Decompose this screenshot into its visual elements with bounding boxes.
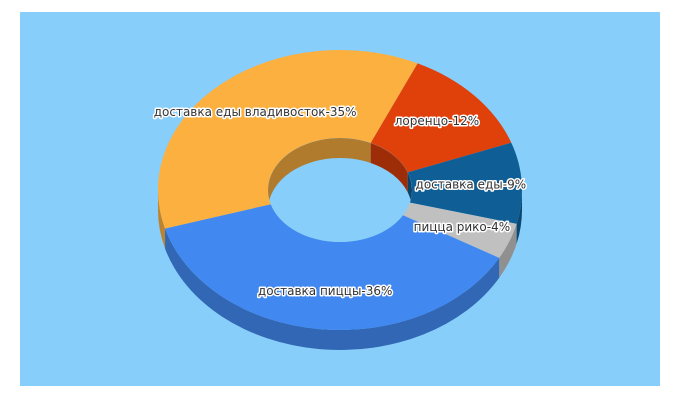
slice-label: пицца рико-4% [414, 220, 511, 234]
slice-label: доставка пиццы-36% [258, 284, 393, 298]
slice-inner-side [268, 138, 371, 210]
slice-inner-side [370, 142, 408, 193]
slice-label: доставка еды-9% [416, 177, 527, 191]
slice-label: лоренцо-12% [395, 114, 479, 128]
slice [165, 204, 500, 331]
slice-side [158, 190, 166, 249]
slice-side [165, 228, 500, 351]
slice-label: доставка еды владивосток-35% [154, 105, 357, 119]
slice [407, 142, 522, 224]
slice-side [516, 190, 522, 244]
slice [370, 63, 512, 173]
slice-side [499, 223, 517, 278]
slice [158, 49, 418, 229]
slice [402, 202, 517, 258]
